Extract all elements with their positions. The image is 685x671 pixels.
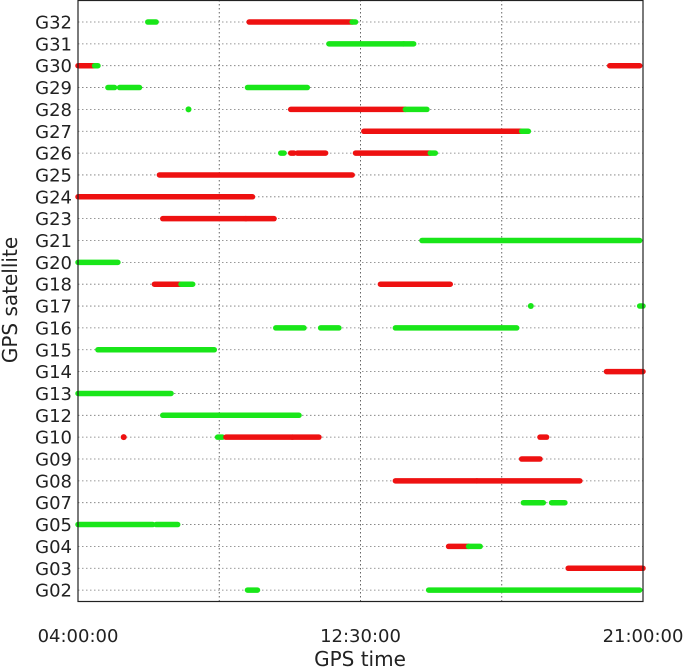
y-tick-label: G24 — [35, 187, 72, 208]
y-tick-label: G02 — [35, 581, 72, 602]
y-tick-labels: G32G31G30G29G28G27G26G25G24G23G21G20G18G… — [35, 13, 72, 602]
y-tick-label: G15 — [35, 340, 72, 361]
y-tick-label: G23 — [35, 209, 72, 230]
y-axis-label: GPS satellite — [0, 237, 22, 363]
y-tick-label: G07 — [35, 493, 72, 514]
plot-frame — [77, 0, 644, 603]
y-tick-label: G13 — [35, 384, 72, 405]
y-tick-label: G29 — [35, 78, 72, 99]
y-tick-label: G20 — [35, 253, 72, 274]
y-tick-label: G25 — [35, 165, 72, 186]
y-tick-label: G16 — [35, 318, 72, 339]
y-tick-label: G18 — [35, 275, 72, 296]
y-tick-label: G21 — [35, 231, 72, 252]
y-tick-label: G17 — [35, 297, 72, 318]
chart-marks — [75, 19, 646, 593]
y-tick-label: G31 — [35, 34, 72, 55]
y-tick-label: G30 — [35, 56, 72, 77]
x-tick-labels: 04:00:00 12:30:00 21:00:00 — [38, 626, 684, 647]
y-tick-label: G28 — [35, 100, 72, 121]
grid-lines — [78, 0, 643, 601]
y-tick-label: G32 — [35, 13, 72, 34]
x-tick-label: 04:00:00 — [38, 626, 119, 647]
y-tick-label: G03 — [35, 559, 72, 580]
y-tick-label: G10 — [35, 428, 72, 449]
y-tick-label: G12 — [35, 406, 72, 427]
x-axis-label: GPS time — [314, 647, 406, 671]
y-tick-label: G08 — [35, 471, 72, 492]
visibility-point-g28 — [185, 106, 192, 113]
y-tick-label: G09 — [35, 450, 72, 471]
visibility-point-g10 — [120, 434, 127, 441]
visibility-point-g17 — [527, 303, 534, 310]
x-tick-label: 12:30:00 — [320, 626, 401, 647]
y-tick-label: G27 — [35, 122, 72, 143]
y-tick-label: G04 — [35, 537, 72, 558]
x-tick-label: 21:00:00 — [603, 626, 684, 647]
y-tick-label: G05 — [35, 515, 72, 536]
y-tick-label: G14 — [35, 362, 72, 383]
y-tick-label: G26 — [35, 144, 72, 165]
